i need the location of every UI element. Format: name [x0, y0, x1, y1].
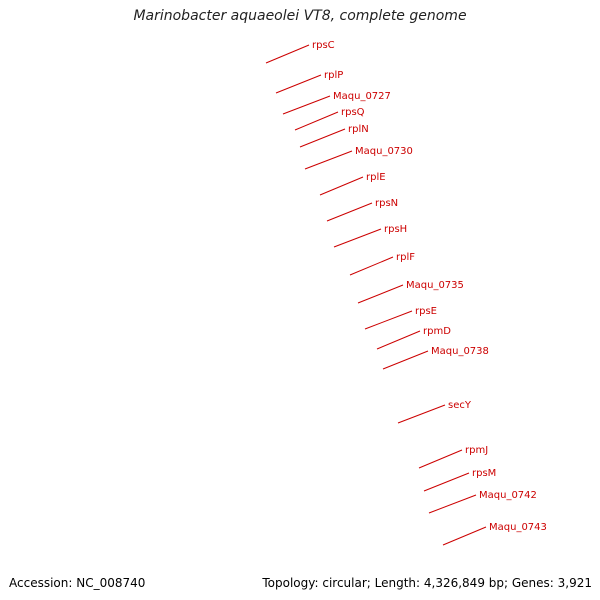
gene-label: rplE	[366, 172, 386, 183]
gene-leader-line	[294, 111, 339, 131]
gene-leader-line	[364, 310, 413, 330]
gene-leader-line	[397, 404, 446, 424]
gene-leader-line	[319, 176, 364, 196]
gene-label: rpsH	[384, 224, 407, 235]
gene-leader-line	[428, 494, 477, 514]
gene-label: Maqu_0727	[333, 91, 391, 102]
gene-leader-line	[349, 256, 394, 276]
gene-leader-line	[299, 128, 346, 148]
gene-leader-line	[304, 150, 353, 170]
gene-label: secY	[448, 400, 472, 411]
gene-leader-line	[326, 202, 373, 222]
gene-label: rpsN	[375, 198, 398, 209]
gene-leader-line	[376, 330, 421, 350]
gene-label: rpsQ	[341, 107, 365, 118]
gene-leader-line	[423, 472, 470, 492]
gene-leader-line	[282, 95, 331, 115]
gene-label: rpmJ	[465, 445, 488, 456]
gene-leader-line	[418, 449, 463, 469]
gene-label: rpsM	[472, 468, 496, 479]
gene-label: rpmD	[423, 326, 451, 337]
gene-label: rplN	[348, 124, 369, 135]
accession-text: Accession: NC_008740	[9, 576, 146, 590]
gene-leader-line	[382, 350, 429, 370]
map-title: Marinobacter aquaeolei VT8, complete gen…	[133, 8, 467, 24]
gene-leader-line	[265, 44, 310, 64]
genome-stats-text: Topology: circular; Length: 4,326,849 bp…	[262, 576, 592, 590]
gene-label: Maqu_0738	[431, 346, 489, 357]
gene-label: Maqu_0742	[479, 490, 537, 501]
gene-leader-line	[275, 74, 322, 94]
gene-label: Maqu_0735	[406, 280, 464, 291]
gene-label: Maqu_0743	[489, 522, 547, 533]
gene-label: rpsC	[312, 40, 335, 51]
gene-label: rpsE	[415, 306, 437, 317]
gene-leader-line	[357, 284, 404, 304]
gene-leader-line	[442, 526, 487, 546]
gene-label: rplP	[324, 70, 343, 81]
gene-label: rplF	[396, 252, 415, 263]
gene-leader-line	[333, 228, 382, 248]
gene-label: Maqu_0730	[355, 146, 413, 157]
